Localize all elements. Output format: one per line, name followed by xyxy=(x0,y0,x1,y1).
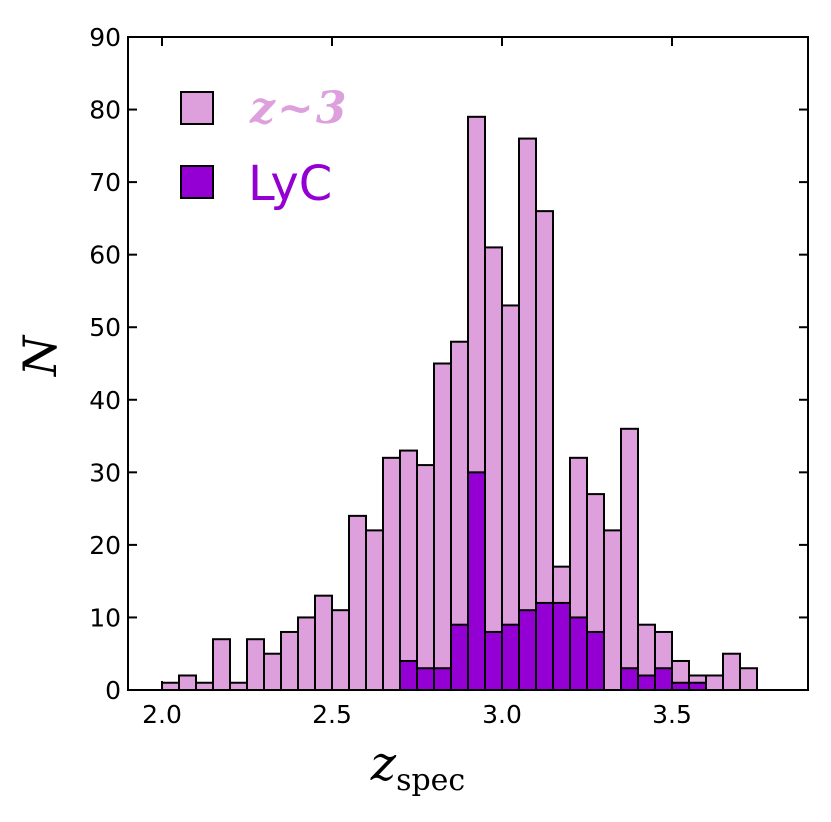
lyc-bar-30 xyxy=(671,681,690,692)
z3-bar-26 xyxy=(603,529,622,692)
y-tick-label: 70 xyxy=(89,168,121,197)
z3-bar-6 xyxy=(263,652,282,692)
y-tick-label: 50 xyxy=(89,313,121,342)
z3-bar-0 xyxy=(161,681,180,692)
lyc-bar-17 xyxy=(450,623,469,692)
z3-bar-21 xyxy=(518,137,537,692)
x-tick-label: 3.5 xyxy=(652,700,692,729)
legend-z3-main: z xyxy=(249,83,276,134)
x-axis-title-sub: spec xyxy=(396,763,465,798)
y-tick-label: 60 xyxy=(89,241,121,270)
z3-bar-1 xyxy=(178,674,197,692)
x-axis-title-main: z xyxy=(370,736,397,792)
z3-bar-8 xyxy=(297,616,316,692)
lyc-bar-23 xyxy=(552,601,571,692)
lyc-bar-20 xyxy=(501,623,520,692)
lyc-bar-29 xyxy=(654,667,673,692)
lyc-bar-16 xyxy=(433,667,452,692)
y-tick-label: 30 xyxy=(89,458,121,487)
lyc-bar-31 xyxy=(688,681,707,692)
x-tick-label: 2.5 xyxy=(312,700,352,729)
y-tick-label: 80 xyxy=(89,96,121,125)
legend-z3-num: 3 xyxy=(316,83,347,134)
z3-bar-4 xyxy=(229,681,248,692)
x-tick-label: 2.0 xyxy=(142,700,182,729)
lyc-bar-15 xyxy=(416,667,435,692)
z3-bar-5 xyxy=(246,638,265,692)
y-tick-label: 0 xyxy=(105,676,121,705)
lyc-bar-18 xyxy=(467,471,486,692)
lyc-bar-19 xyxy=(484,630,503,692)
z3-bar-9 xyxy=(314,594,333,692)
z3-bar-27 xyxy=(620,427,639,691)
lyc-bar-24 xyxy=(569,616,588,692)
z3-bar-14 xyxy=(399,449,418,692)
z3-bar-10 xyxy=(331,609,350,692)
z3-bar-3 xyxy=(212,638,231,692)
y-axis-title: N xyxy=(13,334,67,377)
y-tick-labels: 0 10 20 30 40 50 60 70 80 90 xyxy=(89,23,121,705)
legend: z~3 LyC xyxy=(180,83,347,212)
z3-bar-11 xyxy=(348,514,367,691)
z3-bar-19 xyxy=(484,246,503,692)
legend-z3-swatch xyxy=(180,91,214,125)
lyc-bar-27 xyxy=(620,667,639,692)
z3-bar-32 xyxy=(705,674,724,692)
axis-ticks xyxy=(128,36,808,691)
lyc-bars xyxy=(399,471,707,692)
legend-lyc-label: LyC xyxy=(248,156,332,212)
z3-bar-33 xyxy=(722,652,741,692)
legend-z3-sym: ~ xyxy=(277,83,314,134)
y-tick-label: 40 xyxy=(89,386,121,415)
z3-bar-34 xyxy=(739,667,758,692)
z3-bar-15 xyxy=(416,464,435,692)
z3-bar-16 xyxy=(433,362,452,691)
lyc-bar-28 xyxy=(637,674,656,692)
y-tick-label: 10 xyxy=(89,603,121,632)
x-axis-title: zspec xyxy=(370,736,465,798)
y-tick-label: 20 xyxy=(89,531,121,560)
z3-bar-13 xyxy=(382,456,401,692)
z3-bar-12 xyxy=(365,529,384,692)
lyc-bar-22 xyxy=(535,601,554,692)
x-tick-label: 3.0 xyxy=(482,700,522,729)
lyc-bar-25 xyxy=(586,630,605,692)
z3-bar-7 xyxy=(280,630,299,692)
x-tick-labels: 2.0 2.5 3.0 3.5 xyxy=(142,700,692,729)
y-tick-label: 90 xyxy=(89,23,121,52)
lyc-bar-21 xyxy=(518,609,537,692)
legend-z3-label: z~3 xyxy=(249,83,347,134)
legend-lyc-swatch xyxy=(180,165,214,199)
z3-bar-2 xyxy=(195,681,214,692)
lyc-bar-14 xyxy=(399,659,418,692)
plot-frame xyxy=(127,36,809,691)
